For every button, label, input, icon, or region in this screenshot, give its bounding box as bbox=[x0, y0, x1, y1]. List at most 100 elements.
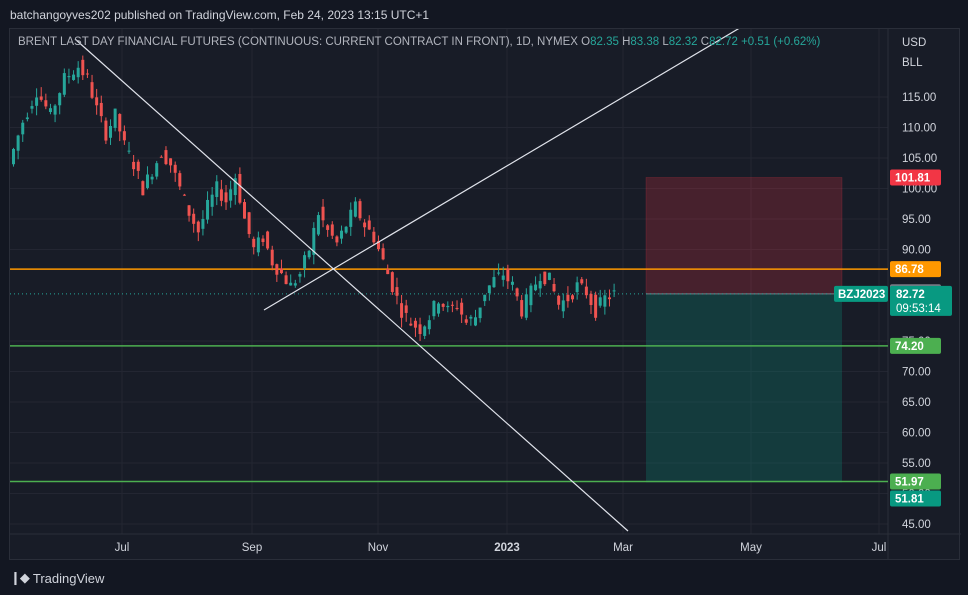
candle-body bbox=[603, 295, 607, 307]
countdown-label: 09:53:14 bbox=[896, 303, 941, 315]
candle-body bbox=[132, 161, 136, 170]
candle-body bbox=[247, 212, 251, 235]
candle-body bbox=[25, 117, 29, 120]
candle-body bbox=[409, 323, 413, 326]
candle-body bbox=[90, 82, 94, 98]
downtrend-line[interactable] bbox=[74, 38, 629, 532]
candle-body bbox=[464, 319, 468, 323]
candle-body bbox=[506, 268, 510, 282]
y-tick-label: 110.00 bbox=[902, 123, 936, 135]
line-price-tag-bg bbox=[890, 337, 941, 354]
candle-body bbox=[390, 272, 394, 292]
candle-body bbox=[478, 307, 482, 319]
publisher-text: batchangoyves202 published on TradingVie… bbox=[10, 8, 430, 22]
low-label: L bbox=[662, 36, 669, 48]
candle-body bbox=[520, 300, 524, 317]
x-tick-label: Jul bbox=[872, 542, 887, 554]
candle-body bbox=[335, 236, 339, 243]
candle-body bbox=[76, 67, 80, 78]
candle-body bbox=[566, 294, 570, 302]
candle-body bbox=[95, 97, 99, 106]
candle-body bbox=[349, 209, 353, 227]
candle-body bbox=[497, 272, 501, 274]
y-tick-label: 105.00 bbox=[902, 153, 937, 165]
candle-body bbox=[307, 250, 311, 258]
tradingview-logo[interactable]: ❙◆ TradingView bbox=[10, 570, 104, 586]
candle-body bbox=[53, 105, 57, 115]
open-label: O bbox=[581, 36, 591, 48]
candle-body bbox=[344, 226, 348, 233]
line-price-tag: 74.20 bbox=[895, 341, 924, 353]
candle-body bbox=[48, 108, 52, 112]
tradingview-mark-icon: ❙◆ bbox=[10, 570, 30, 585]
symbol-legend: BRENT LAST DAY FINANCIAL FUTURES (CONTIN… bbox=[18, 36, 820, 48]
candle-body bbox=[201, 219, 205, 229]
candle-body bbox=[30, 106, 34, 109]
currency-label: USD bbox=[902, 37, 926, 49]
candle-body bbox=[575, 282, 579, 293]
candle-body bbox=[215, 181, 219, 197]
candle-body bbox=[321, 206, 325, 221]
low-value: 82.32 bbox=[668, 36, 698, 48]
y-tick-label: 70.00 bbox=[902, 367, 931, 379]
candle-body bbox=[196, 221, 200, 233]
candle-body bbox=[584, 286, 588, 296]
candle-body bbox=[145, 174, 149, 188]
uptrend-line[interactable] bbox=[263, 29, 743, 311]
candle-body bbox=[413, 320, 417, 328]
candle-body bbox=[483, 294, 487, 302]
chart-panel[interactable]: USD BLL 115.00 110.00 105.00 100.00 95.00 90.00… bbox=[9, 28, 961, 561]
candle-body bbox=[252, 238, 256, 248]
symbol-tag-bg bbox=[834, 285, 888, 302]
candle-body bbox=[104, 120, 108, 141]
candle-body bbox=[534, 284, 538, 291]
candle-body bbox=[155, 163, 159, 177]
candle-body bbox=[21, 122, 25, 135]
price-chart[interactable]: USD BLL 115.00 110.00 105.00 100.00 95.00 90.00… bbox=[10, 29, 961, 561]
candle-body bbox=[298, 274, 302, 277]
candle-body bbox=[381, 248, 385, 260]
y-tick-label: 115.00 bbox=[902, 92, 936, 104]
y-tick-label: 65.00 bbox=[902, 397, 931, 409]
candle-body bbox=[312, 227, 316, 255]
candle-body bbox=[206, 199, 210, 220]
candle-body bbox=[39, 96, 43, 100]
candle-body bbox=[118, 114, 122, 132]
line-price-tag-bg bbox=[890, 473, 941, 490]
price-tag-label: 101.81 bbox=[895, 172, 931, 184]
line-price-tag: 86.78 bbox=[895, 264, 924, 276]
candle-body bbox=[266, 231, 270, 249]
candle-body bbox=[326, 225, 330, 230]
candle-body bbox=[182, 194, 186, 196]
candle-body bbox=[423, 326, 427, 336]
candle-body bbox=[427, 320, 431, 330]
candle-body bbox=[594, 294, 598, 318]
candle-body bbox=[270, 249, 274, 266]
candle-body bbox=[515, 288, 519, 297]
candle-body bbox=[501, 275, 505, 280]
y-tick-label: 55.00 bbox=[902, 458, 931, 470]
candle-body bbox=[192, 213, 196, 224]
candle-body bbox=[538, 281, 542, 289]
high-label: H bbox=[622, 36, 631, 48]
x-tick-label: May bbox=[740, 542, 762, 554]
candle-body bbox=[386, 269, 390, 275]
candle-body bbox=[72, 74, 76, 80]
candle-body bbox=[552, 284, 556, 292]
candle-body bbox=[330, 224, 334, 236]
candle-body bbox=[279, 268, 283, 274]
candle-body bbox=[460, 302, 464, 315]
candle-body bbox=[543, 271, 547, 285]
candle-body bbox=[261, 238, 265, 243]
candle-body bbox=[450, 304, 454, 306]
take-profit-zone[interactable] bbox=[646, 293, 842, 483]
candle-body bbox=[284, 275, 288, 285]
candle-body bbox=[358, 201, 362, 219]
price-tag-label: 51.81 bbox=[895, 493, 924, 505]
candle-body bbox=[469, 316, 473, 319]
candle-body bbox=[85, 73, 89, 75]
stop-loss-zone[interactable] bbox=[645, 177, 843, 295]
candle-body bbox=[510, 281, 514, 285]
candle-body bbox=[178, 173, 182, 187]
candle-body bbox=[547, 272, 551, 280]
